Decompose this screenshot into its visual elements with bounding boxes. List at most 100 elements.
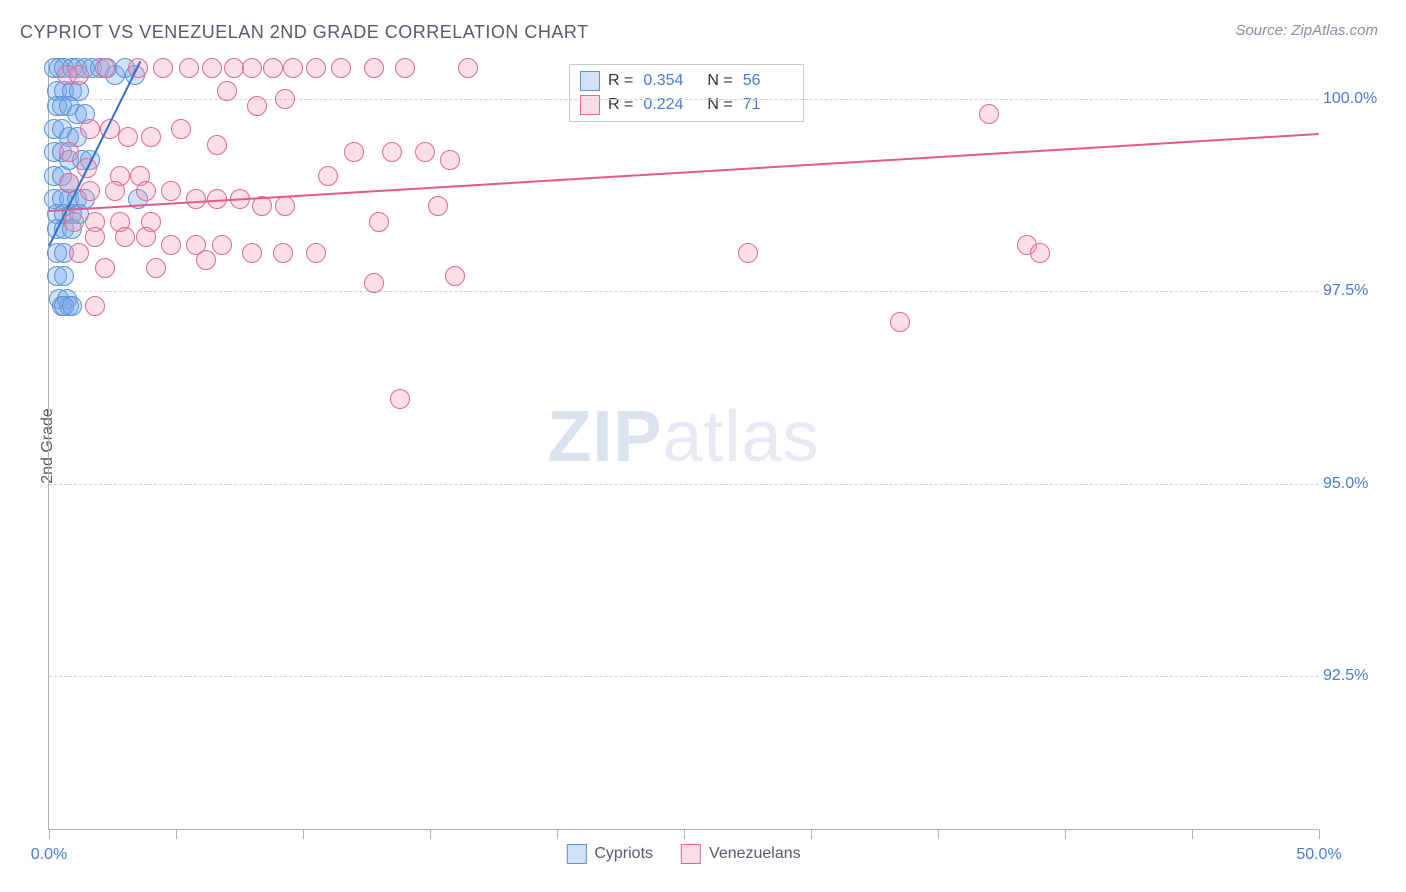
xtick <box>557 829 558 839</box>
xtick <box>49 829 50 839</box>
data-point <box>62 296 82 316</box>
plot-area: ZIPatlas R =0.354N =56R =0.224N =71 Cypr… <box>48 60 1318 830</box>
data-point <box>275 89 295 109</box>
data-point <box>306 243 326 263</box>
data-point <box>105 181 125 201</box>
xtick-label: 0.0% <box>31 846 67 864</box>
data-point <box>161 235 181 255</box>
data-point <box>153 58 173 78</box>
ytick-label: 100.0% <box>1323 90 1403 108</box>
data-point <box>95 58 115 78</box>
data-point <box>738 243 758 263</box>
correlation-legend: R = 0.354 N = 56 R =0.224N =71 <box>569 64 804 122</box>
data-point <box>54 266 74 286</box>
source-label: Source: ZipAtlas.com <box>1235 22 1378 39</box>
data-point <box>242 243 262 263</box>
data-point <box>64 212 84 232</box>
xtick <box>176 829 177 839</box>
gridline-h <box>49 484 1318 485</box>
data-point <box>69 65 89 85</box>
data-point <box>212 235 232 255</box>
data-point <box>364 58 384 78</box>
legend-bottom-item: Cypriots <box>566 844 653 864</box>
data-point <box>306 58 326 78</box>
data-point <box>428 196 448 216</box>
chart-container: CYPRIOT VS VENEZUELAN 2ND GRADE CORRELAT… <box>0 0 1406 892</box>
data-point <box>283 58 303 78</box>
data-point <box>247 96 267 116</box>
data-point <box>369 212 389 232</box>
data-point <box>382 142 402 162</box>
data-point <box>263 58 283 78</box>
data-point <box>1030 243 1050 263</box>
data-point <box>440 150 460 170</box>
ytick-label: 92.5% <box>1323 667 1403 685</box>
xtick <box>1319 829 1320 839</box>
data-point <box>318 166 338 186</box>
gridline-h <box>49 291 1318 292</box>
data-point <box>186 189 206 209</box>
data-point <box>202 58 222 78</box>
xtick <box>1065 829 1066 839</box>
chart-title: CYPRIOT VS VENEZUELAN 2ND GRADE CORRELAT… <box>20 22 589 43</box>
data-point <box>69 243 89 263</box>
data-point <box>136 227 156 247</box>
xtick <box>811 829 812 839</box>
trend-line <box>49 133 1319 212</box>
data-point <box>146 258 166 278</box>
legend-bottom-label: Venezuelans <box>709 845 801 863</box>
data-point <box>979 104 999 124</box>
data-point <box>179 58 199 78</box>
data-point <box>458 58 478 78</box>
data-point <box>95 258 115 278</box>
data-point <box>80 119 100 139</box>
ytick-label: 97.5% <box>1323 282 1403 300</box>
watermark: ZIPatlas <box>547 395 819 477</box>
legend-n-value: 56 <box>743 72 793 90</box>
data-point <box>80 181 100 201</box>
legend-swatch <box>566 844 586 864</box>
data-point <box>115 227 135 247</box>
legend-swatch <box>681 844 701 864</box>
xtick <box>1192 829 1193 839</box>
data-point <box>141 127 161 147</box>
data-point <box>85 227 105 247</box>
watermark-bold: ZIP <box>547 396 662 476</box>
xtick <box>684 829 685 839</box>
legend-swatch <box>580 71 600 91</box>
data-point <box>161 181 181 201</box>
xtick <box>430 829 431 839</box>
ytick-label: 95.0% <box>1323 475 1403 493</box>
xtick <box>938 829 939 839</box>
legend-r-label: R = <box>608 72 633 90</box>
legend-row: R =0.224N =71 <box>580 93 793 117</box>
legend-row: R = 0.354 N = 56 <box>580 69 793 93</box>
data-point <box>171 119 191 139</box>
data-point <box>445 266 465 286</box>
watermark-light: atlas <box>662 396 819 476</box>
data-point <box>59 142 79 162</box>
data-point <box>217 81 237 101</box>
data-point <box>415 142 435 162</box>
series-legend: Cypriots Venezuelans <box>566 844 800 864</box>
data-point <box>364 273 384 293</box>
data-point <box>118 127 138 147</box>
data-point <box>344 142 364 162</box>
legend-n-label: N = <box>707 72 732 90</box>
gridline-h <box>49 676 1318 677</box>
data-point <box>275 196 295 216</box>
gridline-h <box>49 99 1318 100</box>
legend-bottom-item: Venezuelans <box>681 844 801 864</box>
data-point <box>242 58 262 78</box>
data-point <box>390 389 410 409</box>
data-point <box>207 135 227 155</box>
data-point <box>85 296 105 316</box>
legend-r-value: 0.354 <box>643 72 693 90</box>
data-point <box>196 250 216 270</box>
data-point <box>273 243 293 263</box>
data-point <box>331 58 351 78</box>
xtick <box>303 829 304 839</box>
data-point <box>136 181 156 201</box>
data-point <box>890 312 910 332</box>
data-point <box>395 58 415 78</box>
